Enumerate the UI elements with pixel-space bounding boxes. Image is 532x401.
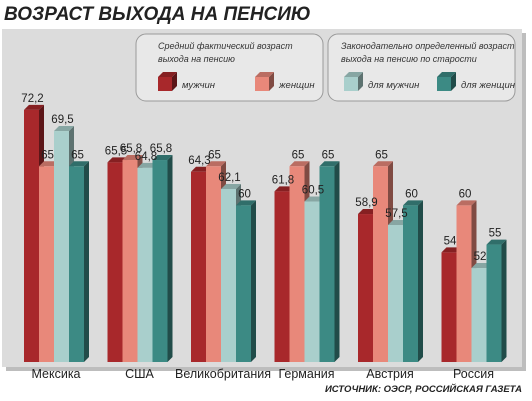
- bar: [403, 200, 423, 362]
- category-label: Австрия: [366, 367, 414, 381]
- legend-heading-actual-line1: Средний фактический возраст: [158, 41, 293, 51]
- data-label: 65,8: [120, 143, 142, 155]
- bar: [486, 239, 507, 362]
- legend-label-women-actual: женщин: [278, 80, 315, 91]
- legend: Средний фактический возраст выхода на пе…: [135, 33, 516, 102]
- data-label: 54: [444, 235, 457, 247]
- data-label: 65: [292, 149, 305, 161]
- data-label: 65: [375, 149, 388, 161]
- legend-swatch: [158, 72, 177, 91]
- legend-swatch: [255, 72, 274, 91]
- data-label: 60,5: [302, 185, 324, 197]
- legend-heading-legal-line2: выхода на пенсию по старости: [341, 54, 477, 64]
- legend-box-actual: [135, 33, 324, 102]
- category-label: Мексика: [31, 367, 80, 381]
- data-label: 52: [474, 251, 487, 263]
- bar-group: [358, 161, 423, 362]
- category-labels: Мексика США Великобритания Германия Австрия Р…: [31, 367, 494, 381]
- bar: [319, 161, 340, 362]
- bar: [69, 161, 89, 362]
- bars: [24, 104, 507, 363]
- data-label: 58,9: [355, 197, 377, 209]
- legend-label-women-legal: для женщин: [461, 80, 516, 91]
- data-label: 65: [41, 149, 54, 161]
- category-label: Россия: [453, 367, 494, 381]
- bar-group: [274, 161, 340, 362]
- legend-label-men-legal: для мужчин: [368, 80, 420, 91]
- legend-swatch: [344, 72, 363, 91]
- data-label: 65,5: [105, 145, 127, 157]
- category-label: США: [125, 367, 154, 381]
- data-label: 62,1: [218, 172, 240, 184]
- category-label: Великобритания: [175, 367, 271, 381]
- data-label: 65: [322, 149, 335, 161]
- category-label: Германия: [278, 367, 334, 381]
- data-label: 55: [489, 228, 502, 240]
- legend-swatches: [158, 72, 456, 91]
- data-label: 65,8: [150, 143, 172, 155]
- bar: [236, 200, 256, 362]
- source-note: ИСТОЧНИК: ОЭСР, РОССИЙСКАЯ ГАЗЕТА: [325, 383, 522, 395]
- chart-title: ВОЗРАСТ ВЫХОДА НА ПЕНСИЮ: [4, 4, 311, 25]
- data-label: 69,5: [51, 114, 73, 126]
- data-label: 61,8: [272, 174, 294, 186]
- data-label: 60: [459, 188, 472, 200]
- data-label: 65: [208, 149, 221, 161]
- legend-swatch: [437, 72, 456, 91]
- data-label: 60: [405, 188, 418, 200]
- data-label: 57,5: [385, 208, 407, 220]
- legend-box-legal: [327, 33, 516, 102]
- data-label: 64,3: [188, 155, 210, 167]
- legend-label-men-actual: мужчин: [182, 80, 216, 91]
- data-label: 64,8: [135, 151, 157, 163]
- data-label: 60: [238, 188, 251, 200]
- legend-heading-actual-line2: выхода на пенсию: [158, 54, 235, 64]
- bar-group: [191, 161, 256, 362]
- data-label: 65: [71, 149, 84, 161]
- bar-group: [24, 104, 89, 363]
- bar: [152, 155, 173, 362]
- legend-heading-legal-line1: Законодательно определенный возраст: [341, 41, 515, 51]
- bar-group: [107, 155, 173, 362]
- data-label: 72,2: [21, 93, 43, 105]
- bar-group: [441, 200, 507, 362]
